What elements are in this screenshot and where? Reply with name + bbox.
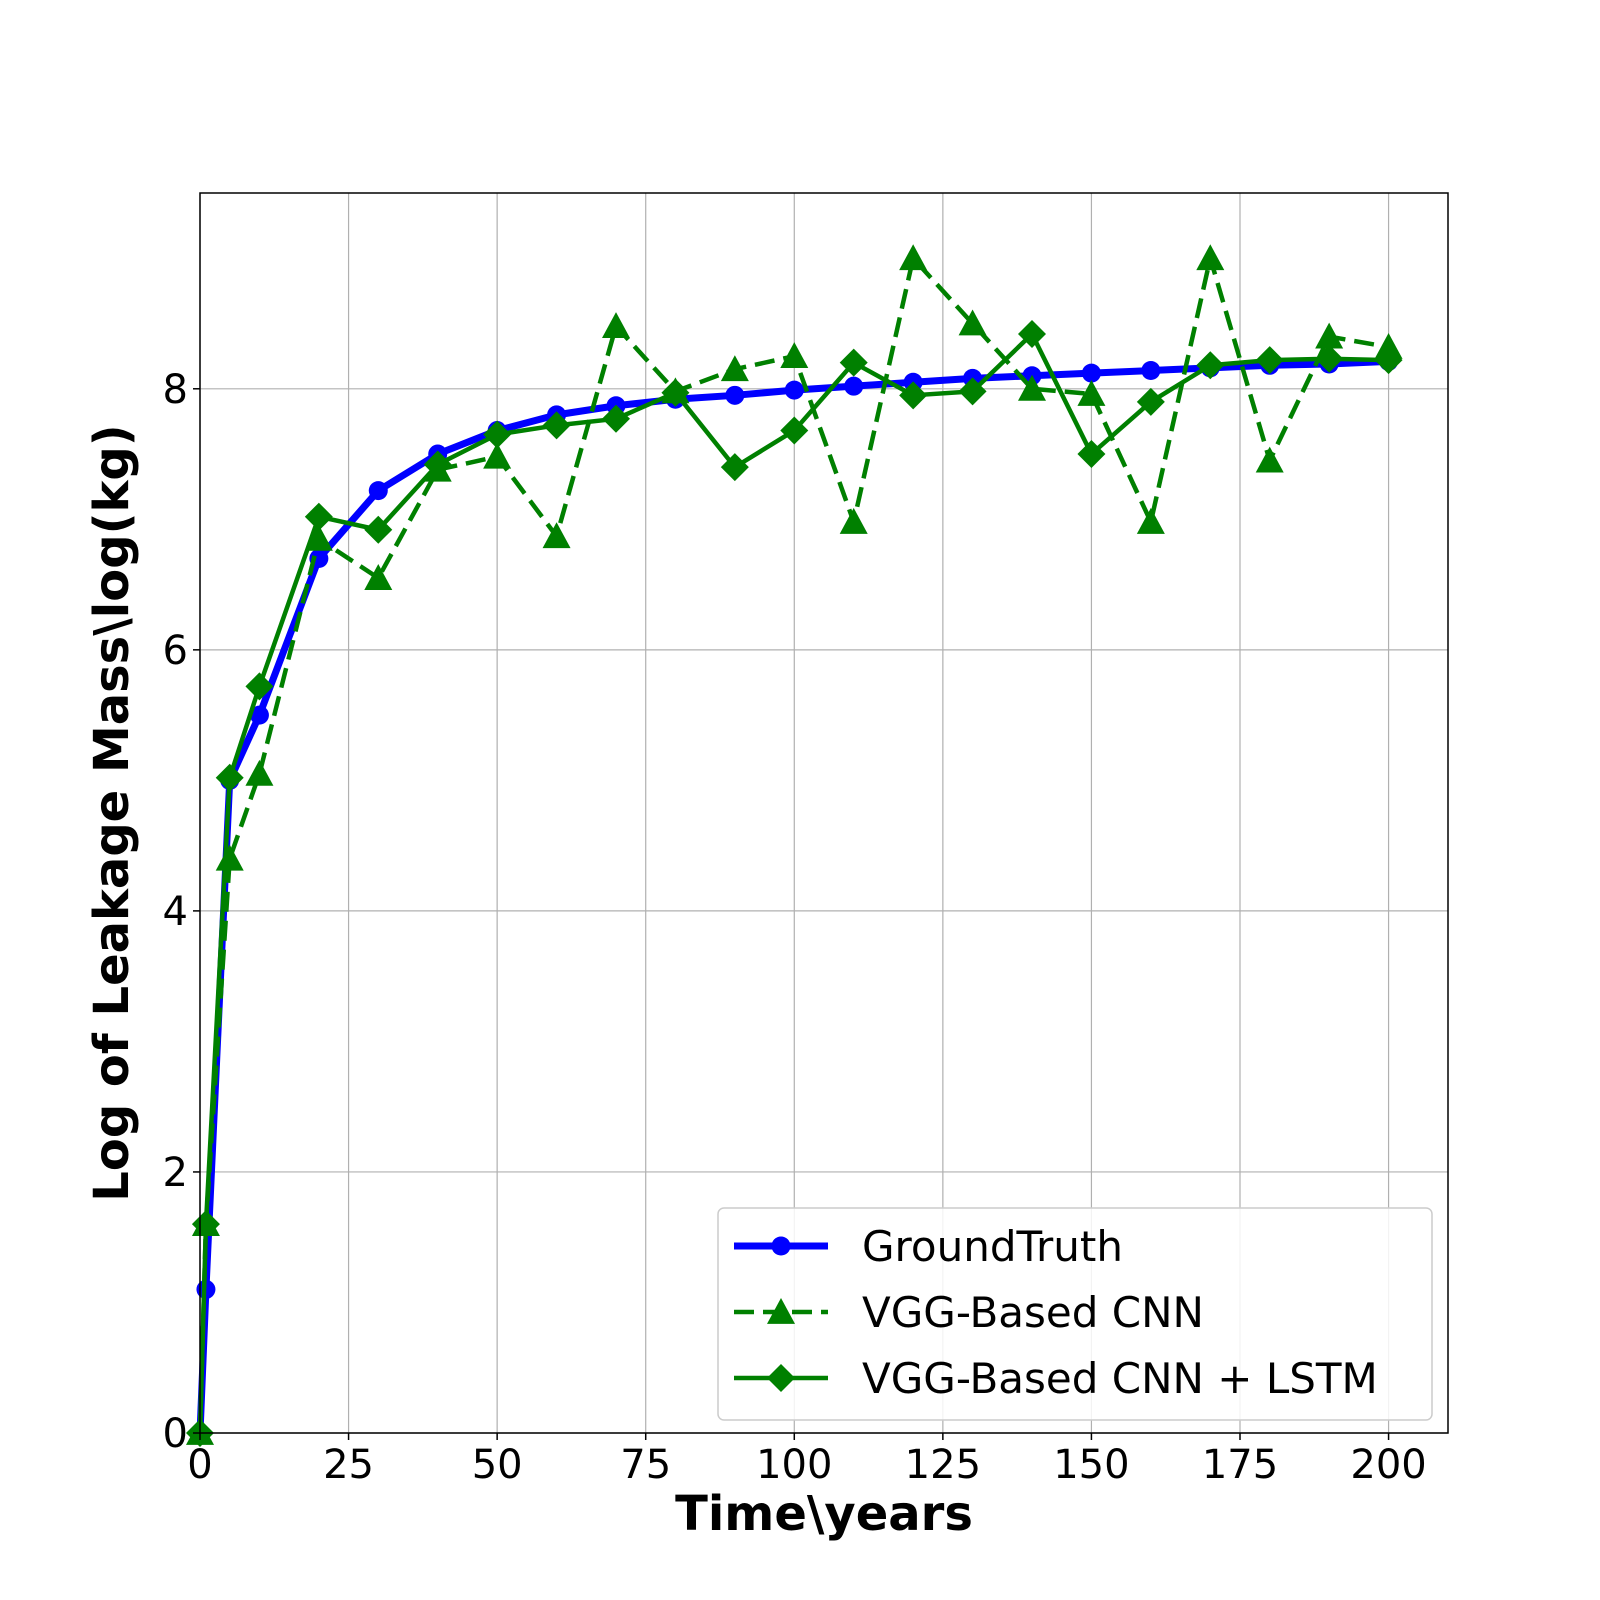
data-point — [839, 348, 868, 377]
data-point — [191, 1210, 220, 1239]
x-tick-label: 0 — [187, 1442, 212, 1488]
data-point — [215, 844, 244, 871]
data-point — [1255, 446, 1284, 473]
data-point — [1136, 387, 1165, 416]
data-point — [1196, 351, 1225, 380]
legend-marker — [771, 1236, 791, 1256]
data-point — [1077, 380, 1106, 406]
data-point — [661, 378, 690, 407]
data-point — [602, 404, 630, 433]
series-2 — [186, 319, 1403, 1447]
y-tick-label: 6 — [163, 628, 188, 674]
x-tick-label: 75 — [620, 1442, 671, 1488]
data-point — [368, 481, 388, 501]
x-tick-label: 125 — [905, 1442, 981, 1488]
data-point — [780, 342, 809, 369]
x-tick-label: 50 — [472, 1442, 523, 1488]
data-point — [364, 515, 393, 544]
data-point — [725, 385, 745, 405]
data-point — [1081, 363, 1101, 383]
y-tick-label: 2 — [163, 1150, 188, 1196]
data-point — [1018, 319, 1046, 348]
data-point — [245, 759, 274, 786]
x-tick-label: 100 — [756, 1442, 832, 1488]
data-point — [958, 309, 987, 336]
x-tick-label: 175 — [1202, 1442, 1278, 1488]
data-point — [899, 381, 928, 410]
data-point — [720, 355, 749, 382]
data-point — [249, 705, 269, 725]
x-tick-label: 200 — [1350, 1442, 1426, 1488]
data-point — [602, 312, 630, 339]
y-tick-label: 0 — [163, 1411, 188, 1457]
y-axis-label: Log of Leakage Mass\log(kg) — [84, 424, 140, 1201]
data-point — [304, 502, 333, 531]
legend: GroundTruth VGG-Based CNN VGG-Based CNN + … — [717, 1207, 1433, 1421]
data-point — [1136, 507, 1165, 534]
x-tick-label: 25 — [323, 1442, 374, 1488]
data-point — [1374, 333, 1403, 359]
data-point — [899, 244, 928, 271]
legend-box — [717, 1207, 1433, 1421]
data-point — [958, 377, 987, 406]
data-point — [784, 380, 804, 400]
plot-frame — [199, 192, 1449, 1434]
data-point — [245, 672, 274, 701]
data-point — [215, 763, 244, 792]
data-point — [780, 416, 809, 445]
data-point — [1255, 346, 1284, 375]
data-point — [844, 376, 864, 396]
data-point — [839, 507, 868, 534]
data-point — [720, 453, 749, 482]
data-point — [542, 522, 571, 549]
x-axis-label: Time\years — [675, 1486, 973, 1542]
data-point — [1141, 361, 1161, 381]
data-point — [364, 564, 393, 590]
series-layer — [186, 244, 1403, 1447]
legend-marker — [767, 1364, 795, 1392]
data-point — [1315, 322, 1344, 349]
data-point — [423, 450, 452, 479]
y-tick-label: 4 — [163, 889, 188, 935]
legend-label: VGG-Based CNN — [862, 1288, 1204, 1337]
legend-label: VGG-Based CNN + LSTM — [862, 1354, 1378, 1403]
tick-labels: 0 25 50 75 100 125 150 175 200 0 2 4 6 8 — [163, 367, 1427, 1488]
legend-label: GroundTruth — [862, 1222, 1123, 1271]
data-point — [483, 420, 512, 449]
data-point — [542, 411, 571, 440]
y-tick-label: 8 — [163, 367, 188, 413]
data-point — [1374, 346, 1403, 375]
data-point — [1018, 374, 1046, 401]
legend-marker — [767, 1298, 795, 1324]
data-point — [1315, 344, 1344, 373]
data-point — [483, 442, 512, 469]
x-tick-label: 150 — [1053, 1442, 1129, 1488]
data-point — [304, 524, 333, 551]
data-point — [1077, 440, 1106, 469]
data-point — [1196, 244, 1225, 271]
